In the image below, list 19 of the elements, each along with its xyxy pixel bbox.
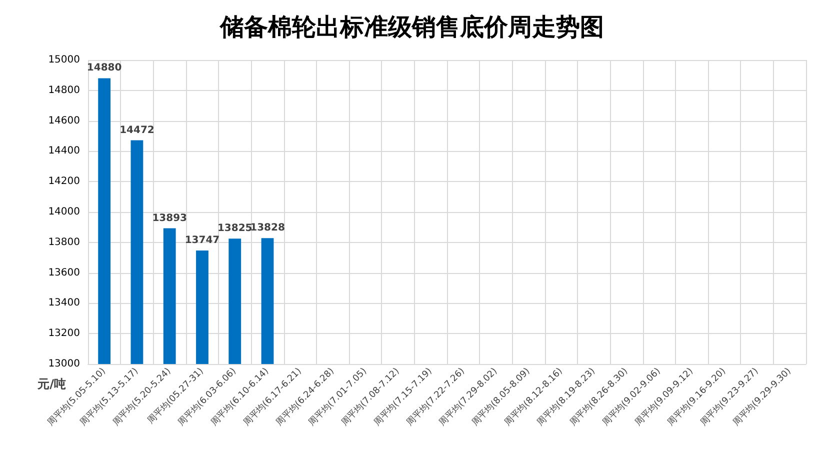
y-tick-label: 13200 bbox=[48, 328, 80, 340]
data-label: 13893 bbox=[152, 212, 188, 224]
data-label: 13825 bbox=[217, 223, 252, 234]
y-tick-label: 14200 bbox=[48, 176, 80, 188]
data-label: 13747 bbox=[184, 234, 220, 246]
data-label: 13828 bbox=[250, 222, 285, 234]
y-tick-label: 14000 bbox=[48, 206, 80, 218]
y-tick-label: 13400 bbox=[48, 298, 80, 309]
y-tick-label: 14800 bbox=[48, 84, 80, 96]
data-label: 14880 bbox=[86, 62, 122, 74]
chart-title: 储备棉轮出标准级销售底价周走势图 bbox=[219, 13, 604, 41]
y-tick-label: 14600 bbox=[48, 115, 80, 126]
data-label: 14472 bbox=[120, 124, 154, 136]
y-tick-label: 13800 bbox=[48, 236, 80, 248]
y-tick-label: 15000 bbox=[48, 54, 80, 66]
y-tick-label: 13600 bbox=[48, 267, 80, 278]
y-tick-label: 14400 bbox=[48, 146, 80, 157]
y-tick-label: 13000 bbox=[48, 358, 80, 370]
y-axis-title: 元/吨 bbox=[36, 377, 66, 391]
